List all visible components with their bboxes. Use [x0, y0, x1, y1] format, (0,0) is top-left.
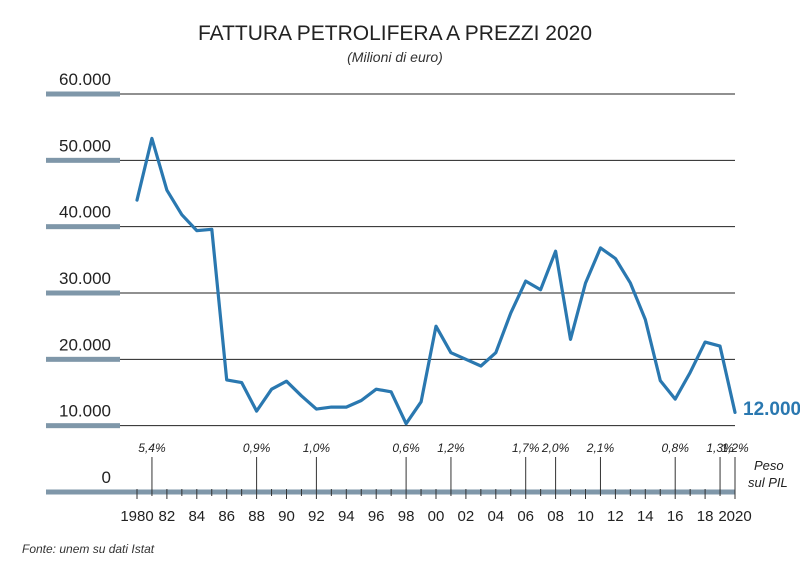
x-tick-label: 1980 [120, 508, 153, 525]
gdp-share-label: 0,8% [662, 441, 690, 455]
y-tick-bar [46, 489, 120, 495]
x-tick-label: 02 [458, 508, 475, 525]
x-tick-label: 06 [517, 508, 534, 525]
gdp-share-label: 1,0% [303, 441, 331, 455]
x-tick-label: 00 [428, 508, 445, 525]
gdp-share-label: 1,2% [721, 441, 749, 455]
x-axis-bar [120, 489, 735, 495]
x-tick-label: 82 [159, 508, 176, 525]
gdp-share-label: 5,4% [138, 441, 166, 455]
gdp-share-annotations: 5,4% 0,9% 1,0% 0,6% 1,2% 1,7% 2,0% 2,1% 0,8% 1,3%… [138, 441, 749, 492]
gdp-share-label: 2,0% [541, 441, 570, 455]
y-tick-bar [46, 91, 120, 97]
y-tick-bar [46, 356, 120, 362]
y-tick-bar [46, 157, 120, 163]
y-tick-label: 50.000 [59, 136, 111, 155]
x-tick-label: 04 [487, 508, 504, 525]
x-tick-label: 14 [637, 508, 654, 525]
end-value-label: 12.000 [743, 399, 800, 420]
y-tick-bar [46, 224, 120, 230]
peso-label-line2: sul PIL [748, 475, 788, 490]
y-axis: 60.000 50.000 40.000 30.000 20.000 10.000 0 [46, 70, 120, 495]
gridlines [120, 93, 735, 427]
y-tick-label: 30.000 [59, 269, 111, 288]
y-tick-label: 10.000 [59, 402, 111, 421]
y-tick-label: 40.000 [59, 203, 111, 222]
y-tick-bar [46, 423, 120, 429]
gdp-share-label: 1,3% [706, 441, 734, 455]
x-tick-label: 08 [547, 508, 564, 525]
gdp-share-label: 1,2% [437, 441, 465, 455]
x-tick-label: 10 [577, 508, 594, 525]
chart-title: FATTURA PETROLIFERA A PREZZI 2020 [198, 22, 592, 45]
x-tick-label: 88 [248, 508, 265, 525]
gdp-share-label: 0,9% [243, 441, 271, 455]
chart-subtitle: (Milioni di euro) [347, 49, 443, 65]
x-tick-label: 92 [308, 508, 325, 525]
x-tick-label: 12 [607, 508, 624, 525]
x-tick-label: 96 [368, 508, 385, 525]
y-tick-bar [46, 290, 120, 296]
gdp-share-label: 0,6% [392, 441, 420, 455]
x-axis: 1980 82 84 86 88 90 92 94 96 98 00 02 04 06 08 10 12 14 16… [120, 489, 752, 525]
series-line [135, 136, 737, 426]
y-tick-label: 0 [102, 468, 111, 487]
x-tick-label: 2020 [718, 508, 751, 525]
x-tick-label: 18 [697, 508, 714, 525]
y-tick-label: 20.000 [59, 335, 111, 354]
series-layer [135, 136, 737, 426]
gdp-share-label: 2,1% [586, 441, 615, 455]
x-tick-label: 84 [188, 508, 205, 525]
x-tick-label: 16 [667, 508, 684, 525]
source-note: Fonte: unem su dati Istat [22, 542, 155, 556]
peso-label-line1: Peso [754, 458, 784, 473]
x-tick-label: 94 [338, 508, 355, 525]
y-tick-label: 60.000 [59, 70, 111, 89]
gdp-share-label: 1,7% [512, 441, 540, 455]
x-tick-label: 90 [278, 508, 295, 525]
x-tick-label: 98 [398, 508, 415, 525]
x-tick-label: 86 [218, 508, 235, 525]
